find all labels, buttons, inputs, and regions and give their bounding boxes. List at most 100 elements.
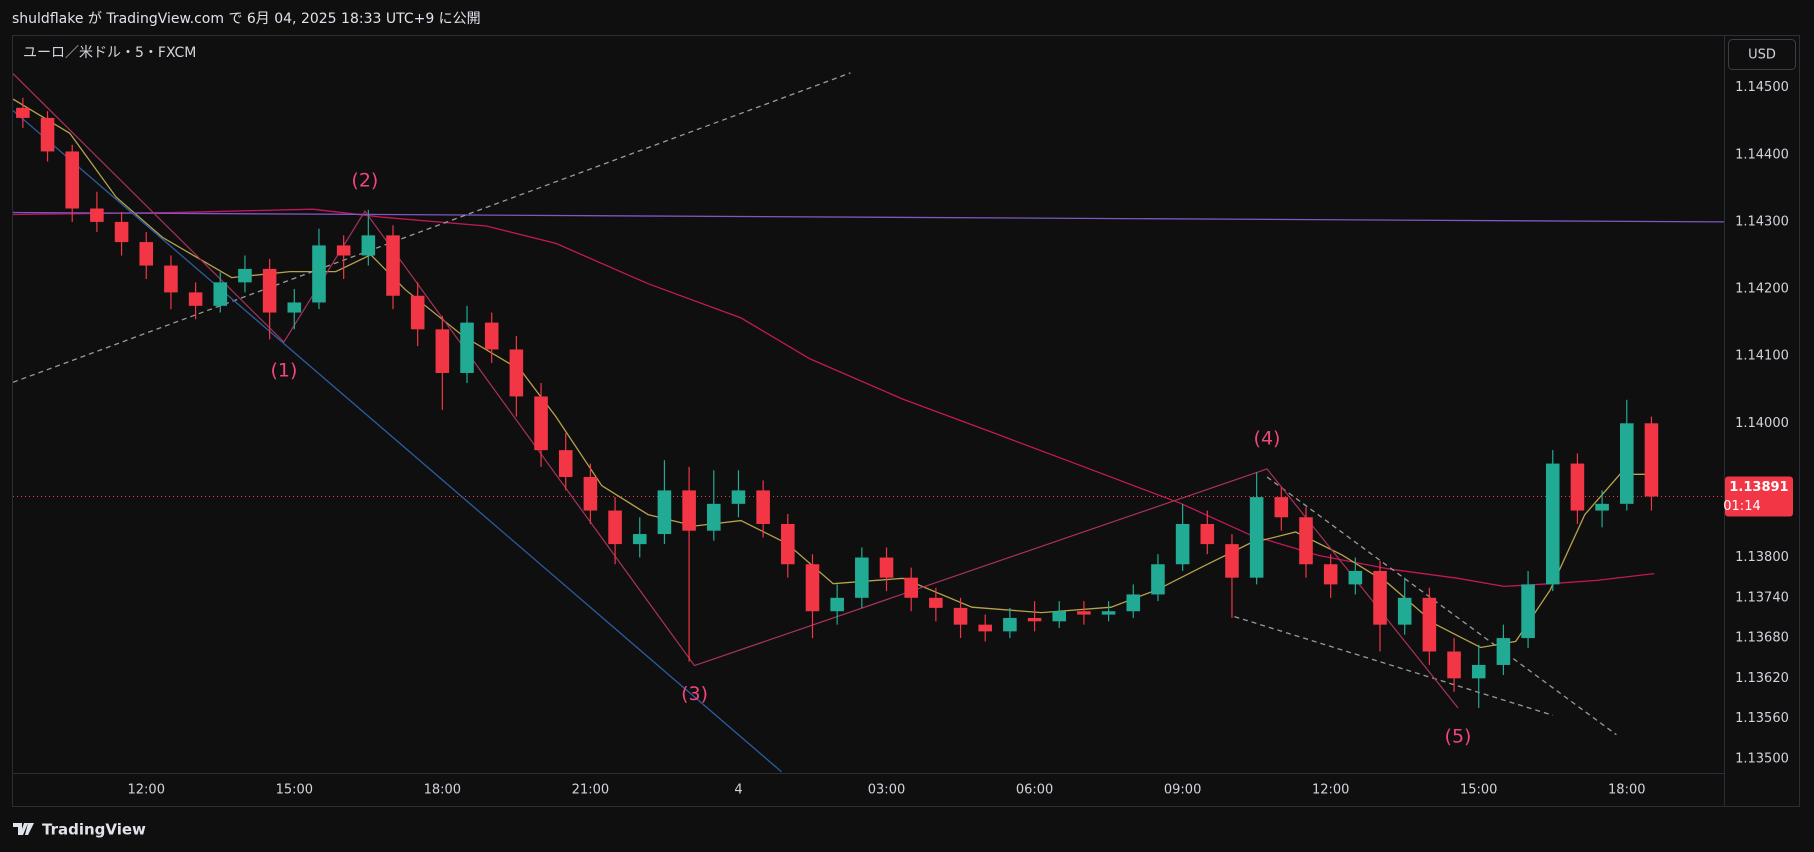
candle-body	[287, 302, 302, 313]
candle-body	[312, 245, 326, 303]
x-tick-label: 4	[734, 783, 742, 798]
candle-body	[1126, 594, 1141, 612]
x-tick-label: 18:00	[1608, 783, 1645, 798]
candle-body	[904, 577, 918, 598]
y-tick-label: 1.14200	[1735, 282, 1789, 297]
candle-body	[16, 107, 30, 118]
candle-body	[1274, 497, 1289, 518]
currency-label[interactable]: USD	[1748, 48, 1776, 63]
candle-body	[781, 523, 795, 565]
x-tick-label: 12:00	[1312, 783, 1349, 798]
candle-body	[509, 349, 524, 397]
candle-body	[1348, 570, 1363, 585]
candle-body	[114, 221, 129, 243]
x-tick-label: 15:00	[1460, 783, 1497, 798]
y-tick-label: 1.13800	[1735, 550, 1789, 565]
candle-body	[953, 607, 968, 625]
x-tick-label: 06:00	[1016, 783, 1053, 798]
x-tick-label: 09:00	[1164, 783, 1201, 798]
candle-body	[90, 208, 104, 222]
candle-body	[558, 450, 573, 477]
candle-body	[632, 534, 647, 545]
wave-label: (3)	[681, 683, 708, 705]
y-tick-label: 1.14300	[1735, 214, 1789, 229]
x-tick-label: 03:00	[868, 783, 905, 798]
x-tick-label: 12:00	[128, 783, 165, 798]
candle-body	[1003, 617, 1017, 632]
candle-body	[139, 242, 154, 266]
candle-body	[435, 329, 450, 373]
candle-body	[238, 268, 252, 283]
candle-body	[188, 292, 203, 306]
candle-body	[484, 322, 499, 350]
overlay-line	[13, 72, 851, 383]
last-price-label: 1.13891	[1729, 480, 1788, 495]
overlay-line	[1234, 615, 1553, 716]
x-tick-label: 15:00	[276, 783, 313, 798]
y-tick-label: 1.13500	[1735, 751, 1789, 766]
symbol-title: ユーロ／米ドル・5・FXCM	[23, 45, 196, 61]
candle-body	[929, 597, 943, 608]
panel-border	[12, 35, 1800, 807]
candle-body	[706, 503, 721, 531]
candle-body	[1570, 463, 1585, 511]
y-tick-label: 1.13740	[1735, 590, 1789, 605]
candle-body	[608, 510, 622, 545]
candle-body	[164, 265, 178, 293]
candle-body	[1225, 544, 1239, 578]
candle-body	[65, 151, 80, 209]
last-price-tag	[1725, 476, 1793, 517]
axes: 1.14500 1.14400 1.14300 1.14200 1.14100 1.140…	[128, 80, 1793, 798]
candle-body	[1200, 523, 1215, 545]
candle-body	[1077, 611, 1091, 615]
candle-body	[386, 235, 400, 296]
candle-body	[1545, 463, 1560, 585]
candle-body	[1373, 570, 1387, 625]
currency-button[interactable]	[1728, 39, 1796, 70]
candle-body	[1027, 617, 1042, 622]
candle-body	[213, 282, 228, 306]
overlay-line	[13, 110, 782, 773]
candle-body	[262, 268, 277, 313]
y-tick-label: 1.14000	[1735, 416, 1789, 431]
x-tick-label: 21:00	[572, 783, 609, 798]
candle-body	[361, 235, 376, 256]
candle-body	[756, 490, 770, 524]
overlay-line	[1266, 476, 1617, 736]
candle-body	[1595, 503, 1609, 511]
candle-body	[978, 624, 993, 632]
candle-body	[805, 564, 820, 612]
candle-body	[1496, 638, 1511, 665]
candle-body	[1644, 423, 1659, 497]
header-text: shuldflake が TradingView.com で 6月 04, 20…	[12, 11, 481, 27]
candle-body	[830, 597, 844, 612]
candle-body	[1422, 597, 1437, 652]
wave-label: (2)	[351, 170, 378, 192]
candle-body	[460, 322, 474, 373]
candle-body	[1175, 523, 1190, 565]
candle-body	[731, 490, 746, 504]
y-tick-label: 1.13560	[1735, 711, 1789, 726]
candle-body	[682, 490, 696, 531]
candle-body	[1521, 584, 1535, 639]
candle-body	[855, 557, 869, 598]
candle-body	[336, 245, 351, 256]
candle-body	[534, 396, 548, 451]
overlay-line	[13, 208, 1655, 588]
footer-brand: TradingView	[42, 821, 146, 839]
candle-body	[1101, 611, 1116, 615]
candle-body	[1249, 497, 1264, 578]
wave-line	[13, 73, 1459, 709]
plot-area: (1) (2) (3) (4) (5)	[13, 72, 1724, 773]
candle-body	[1447, 651, 1461, 679]
footer-logo	[13, 823, 34, 835]
candle-body	[1323, 564, 1338, 585]
candle-body	[410, 295, 425, 330]
candle-body	[1397, 597, 1412, 625]
candle-body	[1151, 564, 1165, 595]
y-tick-label: 1.14500	[1735, 80, 1789, 95]
candle-body	[1299, 517, 1313, 565]
